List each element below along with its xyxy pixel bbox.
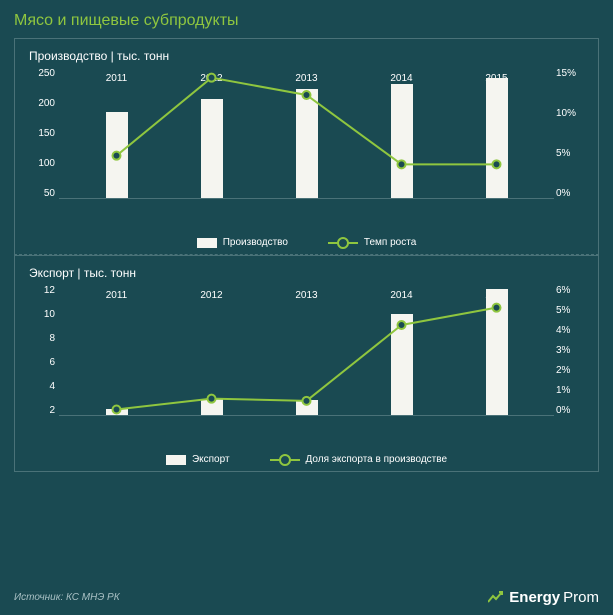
bar-swatch: [197, 238, 217, 248]
brand-arrows-icon: [488, 590, 506, 604]
bar-slot: [69, 286, 164, 415]
bar: [391, 314, 413, 415]
chart1-legend-bars: Производство: [197, 237, 288, 248]
chart2-y-right: 6% 5% 4% 3% 2% 1% 0%: [556, 286, 586, 416]
bar-swatch: [166, 455, 186, 465]
footer: Источник: КС МНЭ РК EnergyProm: [0, 579, 613, 615]
chart2-y-left: 12 10 8 6 4 2: [29, 286, 55, 416]
bar-slot: [259, 69, 354, 198]
chart1-y-right: 15% 10% 5% 0%: [556, 69, 586, 199]
line-swatch: [270, 459, 300, 461]
bar: [391, 84, 413, 198]
bar-slot: [164, 69, 259, 198]
bar: [486, 78, 508, 198]
bar-slot: [354, 69, 449, 198]
bar: [201, 399, 223, 415]
bar: [486, 289, 508, 415]
chart1-box: 250 200 150 100 50 15% 10% 5% 0% 2011201…: [59, 69, 554, 229]
chart1-subtitle: Производство | тыс. тонн: [29, 49, 584, 63]
main-title: Мясо и пищевые субпродукты: [14, 12, 599, 30]
brand-logo: EnergyProm: [488, 589, 599, 606]
chart2-panel: Экспорт | тыс. тонн 12 10 8 6 4 2 6% 5% …: [14, 255, 599, 472]
brand-name-2: Prom: [563, 589, 599, 606]
bar-slot: [354, 286, 449, 415]
chart1-plot: [59, 69, 554, 199]
bar: [296, 400, 318, 415]
bar-slot: [164, 286, 259, 415]
bar: [296, 89, 318, 198]
chart1-legend-line: Темп роста: [328, 237, 416, 248]
bar: [201, 99, 223, 198]
chart1-y-left: 250 200 150 100 50: [29, 69, 55, 199]
chart2-legend-line: Доля экспорта в производстве: [270, 454, 448, 465]
bar-slot: [69, 69, 164, 198]
bar: [106, 409, 128, 416]
bar-slot: [449, 69, 544, 198]
chart-container: Мясо и пищевые субпродукты Производство …: [0, 0, 613, 472]
chart2-plot: [59, 286, 554, 416]
chart1-legend: Производство Темп роста: [29, 237, 584, 248]
line-swatch: [328, 242, 358, 244]
chart2-legend: Экспорт Доля экспорта в производстве: [29, 454, 584, 465]
chart1-panel: Производство | тыс. тонн 250 200 150 100…: [14, 38, 599, 254]
chart2-box: 12 10 8 6 4 2 6% 5% 4% 3% 2% 1% 0% 20112…: [59, 286, 554, 446]
chart2-legend-bars: Экспорт: [166, 454, 230, 465]
chart2-subtitle: Экспорт | тыс. тонн: [29, 266, 584, 280]
brand-name-1: Energy: [509, 589, 560, 606]
bar: [106, 112, 128, 198]
bar-slot: [449, 286, 544, 415]
source-text: Источник: КС МНЭ РК: [14, 592, 120, 603]
bar-slot: [259, 286, 354, 415]
